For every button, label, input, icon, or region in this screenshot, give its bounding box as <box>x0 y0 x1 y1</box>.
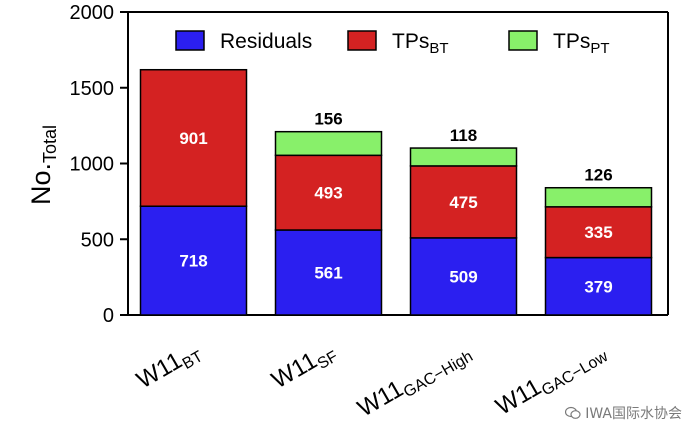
legend-label-sub: PT <box>590 40 609 57</box>
bar-segment-tpsbt <box>409 165 518 239</box>
x-category-label: W11GAC−High <box>353 337 476 425</box>
y-tick-label: 0 <box>103 305 114 327</box>
segment-value-label: 379 <box>584 277 612 296</box>
y-tick-label: 1000 <box>70 154 115 176</box>
segment-value-label-top: 156 <box>314 110 342 129</box>
segment-value-label-top: 126 <box>584 166 612 185</box>
watermark-text: IWA国际水协会 <box>585 406 682 422</box>
x-category-main: W11 <box>353 375 408 422</box>
bars: 718 901 561 493 156 509 475 118 379 335 126 <box>139 68 653 316</box>
x-category-label: W11SF <box>267 337 341 397</box>
y-axis-label: No.Total <box>26 125 60 205</box>
legend-swatch <box>508 30 538 51</box>
segment-value-label: 509 <box>449 267 477 286</box>
y-ticks: 0 500 1000 1500 2000 <box>70 2 128 327</box>
legend-label: TPsPT <box>553 30 610 57</box>
y-axis-label-sub: Total <box>40 125 60 163</box>
y-tick-label: 500 <box>81 229 114 251</box>
y-tick-label: 2000 <box>70 2 115 24</box>
x-category-label-text: W11GAC−High <box>353 337 476 425</box>
segment-value-label: 335 <box>584 223 612 242</box>
segment-value-label: 718 <box>179 252 207 271</box>
y-tick-label: 1500 <box>70 78 115 100</box>
bar-segment-tpspt <box>409 147 518 167</box>
segment-value-label: 901 <box>179 129 207 148</box>
legend-label-sub: BT <box>429 40 448 57</box>
legend-label-main: TPs <box>392 30 429 53</box>
bar-segment-residuals <box>139 205 248 316</box>
bar-segment-residuals <box>409 237 518 316</box>
legend: Residuals TPsBT TPsPT <box>175 30 610 57</box>
bar-segment-tpsbt <box>139 68 248 207</box>
legend-label-main: Residuals <box>220 30 312 53</box>
x-category-main: W11 <box>491 374 546 421</box>
legend-label: TPsBT <box>392 30 449 57</box>
x-category-sub: GAC−High <box>401 348 476 401</box>
y-axis-label-text: No.Total <box>26 125 60 205</box>
legend-swatch <box>347 30 377 51</box>
bar-segment-tpsbt <box>274 154 383 231</box>
bar-segment-residuals <box>274 229 383 316</box>
segment-value-label: 561 <box>314 264 342 283</box>
y-axis-label-main: No. <box>26 163 56 205</box>
x-category-label: W11BT <box>132 337 206 397</box>
x-category-label-text: W11SF <box>267 337 341 397</box>
bar-segment-tpspt <box>544 186 653 208</box>
legend-label-main: TPs <box>553 30 590 53</box>
bar-segment-tpspt <box>274 130 383 157</box>
wechat-logo-icon <box>565 406 581 420</box>
watermark: IWA国际水协会 <box>565 403 682 423</box>
legend-swatch <box>175 30 205 51</box>
segment-value-label-top: 118 <box>450 126 477 145</box>
segment-value-label: 475 <box>449 193 477 212</box>
segment-value-label: 493 <box>314 184 342 203</box>
x-category-label-text: W11BT <box>132 337 206 397</box>
legend-label: Residuals <box>220 30 312 53</box>
x-category-sub: GAC−Low <box>539 348 611 400</box>
x-category-main: W11 <box>267 347 322 394</box>
x-category-main: W11 <box>132 347 187 394</box>
bar-segment-tpsbt <box>544 206 653 259</box>
